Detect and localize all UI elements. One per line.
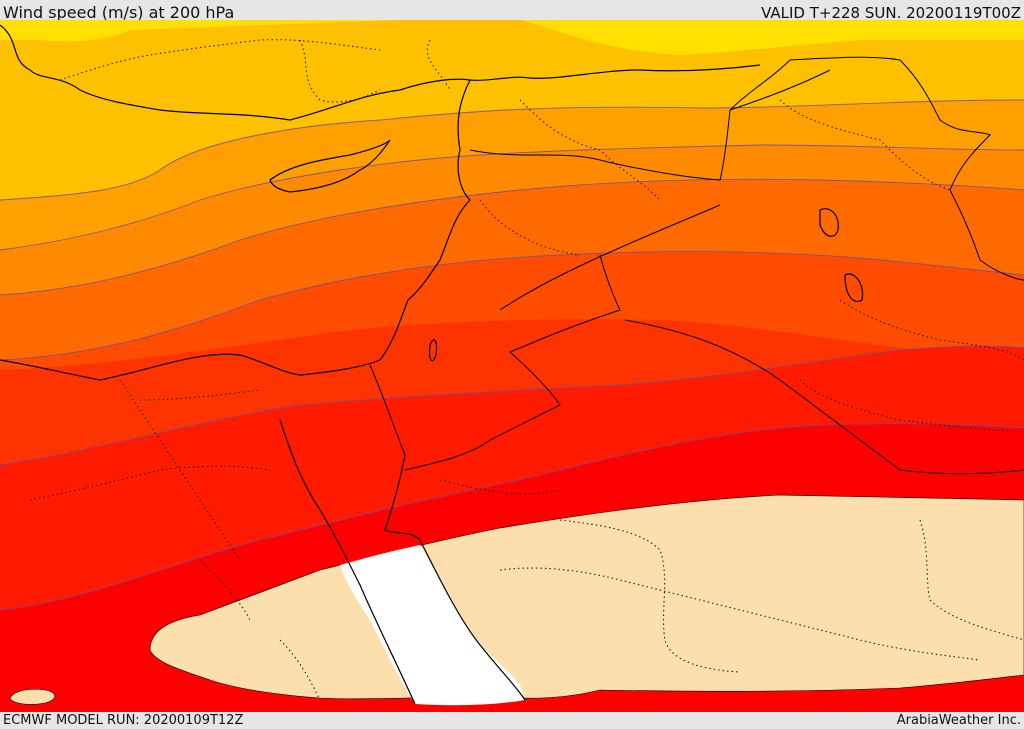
wind-speed-map	[0, 20, 1024, 712]
map-title: Wind speed (m/s) at 200 hPa	[3, 3, 235, 22]
egypt-north-coast	[0, 353, 381, 381]
model-run: ECMWF MODEL RUN: 20200109T12Z	[3, 713, 244, 728]
borders	[369, 56, 1024, 475]
turkey-coast	[0, 24, 761, 121]
map-canvas	[0, 20, 1024, 712]
header-bar: Wind speed (m/s) at 200 hPa VALID T+228 …	[0, 0, 1024, 22]
contour-lines	[0, 99, 1024, 611]
red-sea-mask	[340, 545, 525, 706]
calm-region-small	[9, 688, 56, 705]
credit: ArabiaWeather Inc.	[896, 713, 1021, 728]
dead-sea	[428, 339, 438, 362]
valid-time: VALID T+228 SUN. 20200119T00Z	[761, 4, 1021, 22]
footer-bar: ECMWF MODEL RUN: 20200109T12Z ArabiaWeat…	[0, 712, 1024, 729]
lake-van	[819, 208, 839, 237]
lake-urmia	[844, 273, 864, 303]
cyprus	[269, 139, 391, 193]
province-boundaries	[29, 39, 1024, 701]
coastlines	[0, 24, 864, 705]
red-sea-west-coast	[279, 419, 416, 705]
red-sea-east-coast	[384, 454, 526, 701]
levant-coast	[379, 79, 471, 361]
